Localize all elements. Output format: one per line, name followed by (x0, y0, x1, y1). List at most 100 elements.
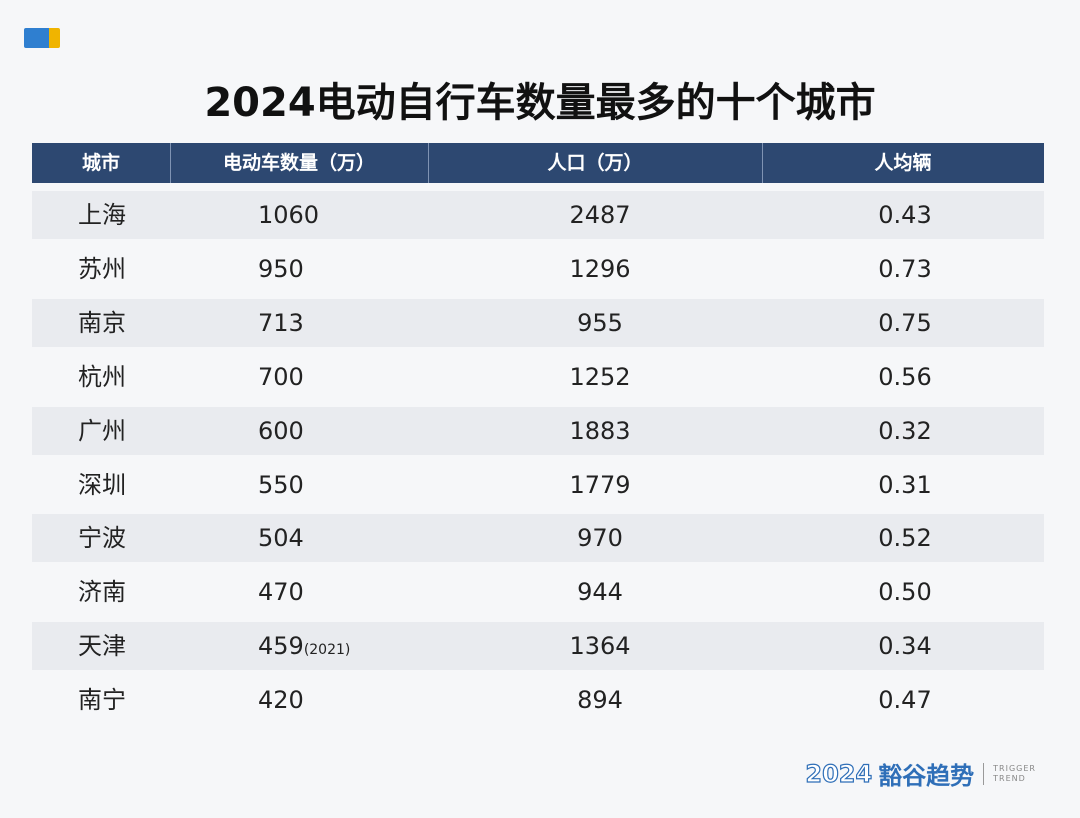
value-cell: 0.56 (805, 362, 1005, 392)
city-cell: 苏州 (78, 254, 126, 284)
row-stripe (32, 622, 1044, 671)
cell-text: 0.47 (878, 686, 932, 715)
cell-text: 0.73 (878, 254, 932, 283)
value-cell: 1883 (500, 416, 700, 446)
city-cell: 广州 (78, 416, 126, 446)
cell-text: 苏州 (78, 254, 126, 283)
logo-mark (24, 28, 60, 48)
cell-text: 1779 (569, 470, 631, 499)
footer-en-1: TRIGGER (993, 763, 1036, 773)
cell-text: 713 (258, 308, 304, 337)
header-cell: 城市 (81, 152, 120, 174)
cell-text: 宁波 (78, 524, 126, 553)
footer-year: 2024 (805, 759, 873, 788)
footer-brand: 豁谷趋势 (878, 762, 975, 790)
cell-text: 南宁 (78, 686, 126, 715)
header-cell: 电动车数量（万） (222, 152, 375, 174)
cell-text: 1252 (569, 362, 631, 391)
value-cell: 1296 (500, 254, 700, 284)
cell-text: 2487 (569, 201, 631, 229)
cell-text: 950 (258, 254, 304, 283)
value-cell: 600 (258, 416, 304, 446)
value-cell: 894 (500, 685, 700, 715)
value-cell: 0.52 (805, 523, 1005, 553)
cell-text: 504 (258, 524, 304, 553)
value-cell: 550 (258, 470, 304, 500)
cell-text: 894 (577, 686, 623, 715)
cell-text: 0.56 (878, 362, 932, 391)
city-cell: 杭州 (78, 362, 126, 392)
cell-text: 970 (577, 524, 623, 553)
value-cell: 0.31 (805, 470, 1005, 500)
value-cell: 970 (500, 523, 700, 553)
cell-text: 700 (258, 362, 304, 391)
value-cell: 459(2021) (258, 631, 350, 661)
footer-en: TRIGGER TREND (993, 764, 1036, 784)
value-cell: 950 (258, 254, 304, 284)
cell-text: 955 (577, 308, 623, 337)
city-cell: 南京 (78, 308, 126, 338)
city-cell: 上海 (78, 200, 126, 230)
header-separator (428, 143, 429, 183)
value-cell: 0.73 (805, 254, 1005, 284)
cell-text: 550 (258, 470, 304, 499)
row-stripe (32, 191, 1044, 239)
value-cell: 944 (500, 577, 700, 607)
cell-text: 0.75 (878, 308, 932, 337)
cell-text: 470 (258, 578, 304, 607)
value-cell: 2487 (500, 200, 700, 230)
cell-text: 上海 (78, 201, 126, 229)
footer-en-2: TREND (993, 773, 1026, 783)
table-header (32, 143, 1044, 183)
footer-divider (983, 762, 985, 785)
value-cell: 1364 (500, 631, 700, 661)
cell-text: 1060 (258, 201, 320, 229)
value-cell: 0.50 (805, 577, 1005, 607)
title: 2024电动自行车数量最多的十个城市 (204, 80, 876, 126)
cell-text: 深圳 (78, 470, 126, 499)
cell-text: 420 (258, 686, 304, 715)
cell-text: 0.34 (878, 632, 932, 661)
value-cell: 1060 (258, 200, 319, 230)
city-cell: 天津 (78, 631, 126, 661)
city-cell: 深圳 (78, 470, 126, 500)
city-cell: 南宁 (78, 685, 126, 715)
cell-text: 0.52 (878, 524, 932, 553)
city-cell: 济南 (78, 577, 126, 607)
value-cell: 0.47 (805, 685, 1005, 715)
value-cell: 0.34 (805, 631, 1005, 661)
city-cell: 宁波 (78, 523, 126, 553)
cell-text: 1296 (569, 254, 631, 283)
value-cell: 470 (258, 577, 304, 607)
header-cell: 人口（万） (547, 152, 643, 174)
cell-text: 0.32 (878, 416, 932, 445)
value-cell: 504 (258, 523, 304, 553)
cell-text: 广州 (78, 416, 126, 445)
cell-text: 0.43 (878, 201, 932, 229)
cell-text: 天津 (78, 632, 126, 661)
cell-text: 0.50 (878, 578, 932, 607)
value-cell: 955 (500, 308, 700, 338)
cell-text: 600 (258, 416, 304, 445)
cell-text: 济南 (78, 578, 126, 607)
value-cell: 0.75 (805, 308, 1005, 338)
value-cell: 0.32 (805, 416, 1005, 446)
cell-text: 0.31 (878, 470, 932, 499)
cell-text: 南京 (78, 308, 126, 337)
cell-text: 1883 (569, 416, 631, 445)
row-stripe (32, 514, 1044, 563)
cell-text: 459 (258, 632, 304, 661)
cell-text: 944 (577, 578, 623, 607)
row-stripe (32, 298, 1044, 347)
header-separator (762, 143, 763, 183)
value-cell: 700 (258, 362, 304, 392)
footer-logo: 2024 豁谷趋势 TRIGGER TREND (805, 756, 1036, 791)
cell-text: 杭州 (78, 362, 126, 391)
value-cell: 713 (258, 308, 304, 338)
cell-note: (2021) (303, 642, 351, 659)
row-stripe (32, 406, 1044, 455)
header-cell: 人均辆 (874, 152, 932, 174)
header-separator (170, 143, 171, 183)
value-cell: 1252 (500, 362, 700, 392)
